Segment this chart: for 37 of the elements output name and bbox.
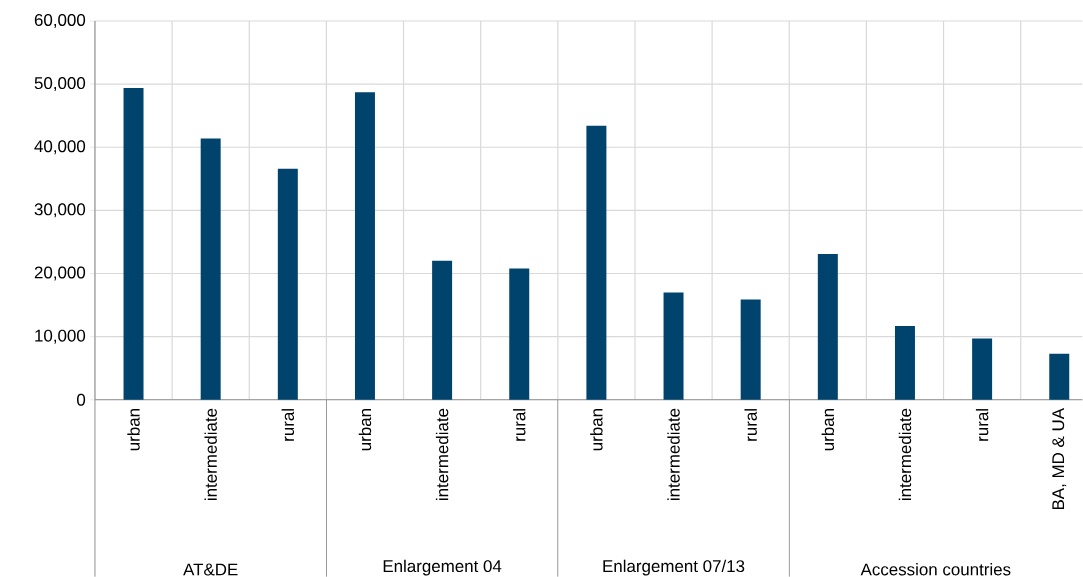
bar xyxy=(740,299,761,400)
text: AT&DE xyxy=(183,563,238,576)
bar xyxy=(354,92,375,400)
x-tick-label: urban xyxy=(821,408,835,451)
x-tick-label: intermediate xyxy=(204,408,217,500)
y-tick-label: 20,000 xyxy=(34,266,86,281)
text: Accession countries xyxy=(860,562,1011,576)
bar xyxy=(972,338,993,400)
bar xyxy=(200,138,221,400)
x-tick-label: intermediate xyxy=(435,408,449,500)
bar xyxy=(277,168,298,400)
bar xyxy=(817,253,838,400)
x-tick-label: urban xyxy=(358,408,372,451)
x-tick-label: rural xyxy=(281,409,295,441)
bar xyxy=(432,260,453,400)
y-tick-label: 50,000 xyxy=(34,77,86,92)
y-tick-label: 10,000 xyxy=(35,329,86,344)
x-tick-label: rural xyxy=(975,409,989,441)
bar xyxy=(123,87,144,400)
y-tick-label: 0 xyxy=(77,393,86,406)
x-tick-label: rural xyxy=(513,409,526,441)
x-tick-label: rural xyxy=(744,409,757,441)
x-tick-label: urban xyxy=(590,408,603,451)
bar xyxy=(509,268,530,400)
bar xyxy=(663,292,684,400)
x-tick-label: urban xyxy=(127,408,140,451)
x-tick-label: BA, MD & UA xyxy=(1052,407,1067,510)
bar xyxy=(1049,353,1070,400)
y-tick-label: 60,000 xyxy=(34,13,86,28)
x-tick-label: intermediate xyxy=(898,408,912,500)
y-tick-label: 30,000 xyxy=(34,203,86,218)
bar xyxy=(586,125,607,400)
bar xyxy=(894,325,915,400)
text: Enlargement 07/13 xyxy=(603,559,745,576)
text: Enlargement 04 xyxy=(383,559,502,576)
y-tick-label: 40,000 xyxy=(34,140,86,155)
x-tick-label: intermediate xyxy=(667,408,680,500)
